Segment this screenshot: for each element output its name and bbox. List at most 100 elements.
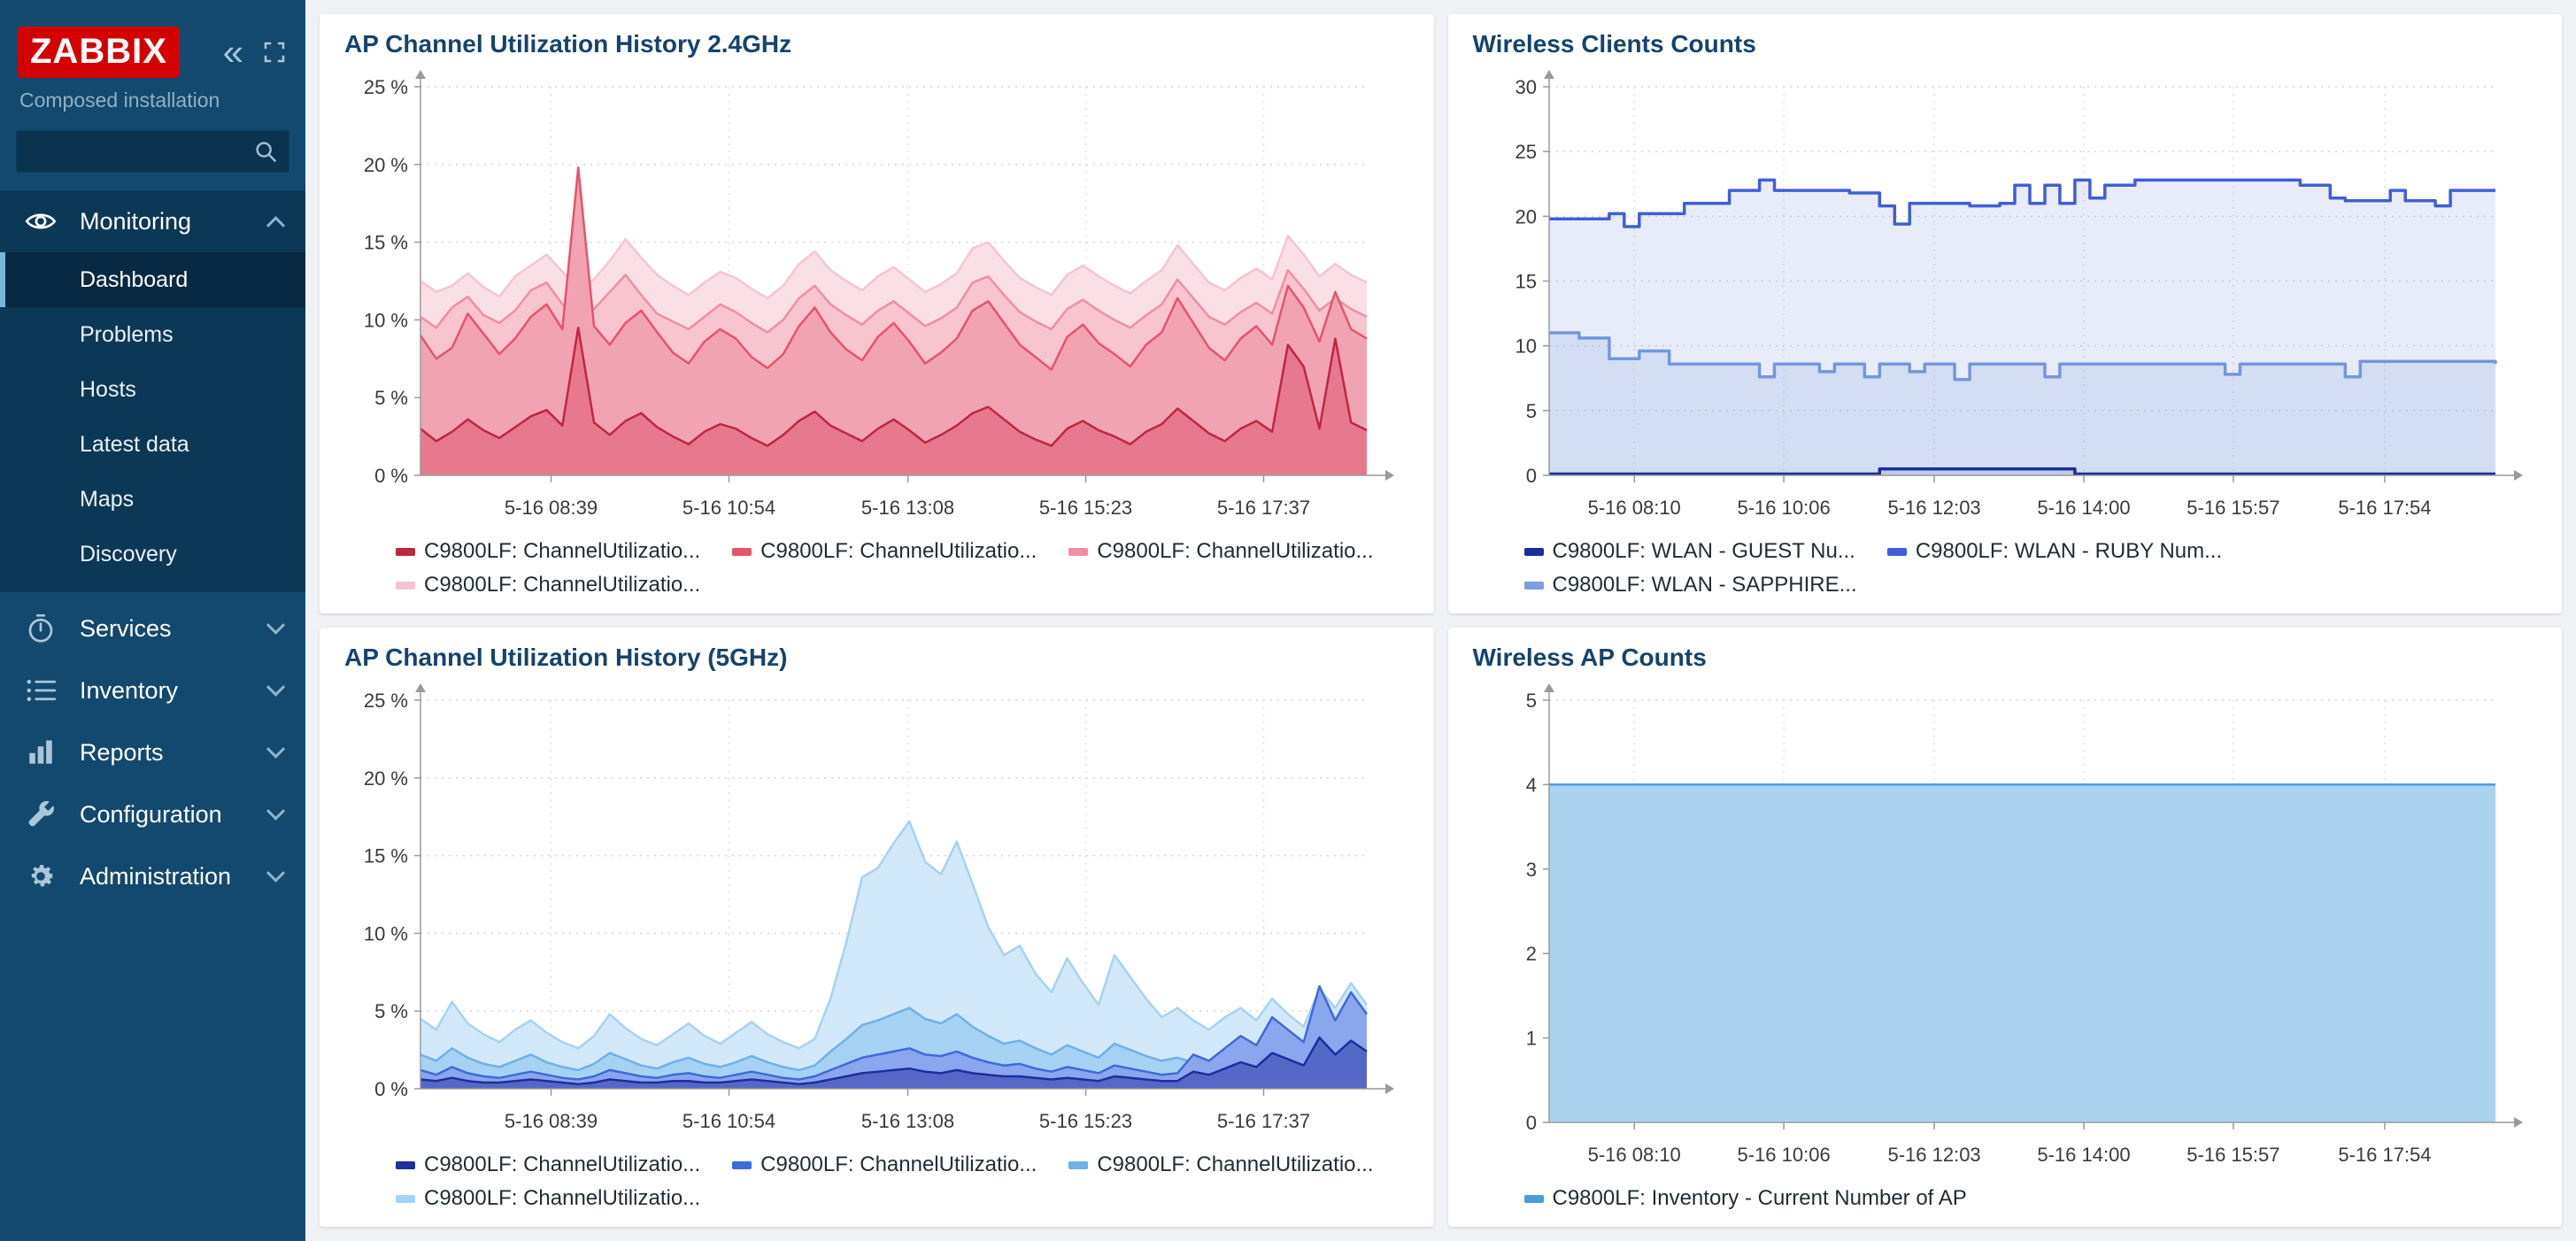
svg-text:4: 4 [1525, 774, 1536, 796]
legend-label: C9800LF: ChannelUtilizatio... [760, 539, 1037, 563]
sidebar-item-configuration[interactable]: Configuration [0, 783, 305, 845]
svg-text:10: 10 [1515, 335, 1536, 358]
legend-swatch [1523, 581, 1544, 590]
legend-item: C9800LF: ChannelUtilizatio... [396, 1152, 700, 1177]
chevron-up-icon [266, 215, 286, 235]
search-input[interactable] [16, 130, 289, 173]
svg-text:5-16 17:37: 5-16 17:37 [1217, 497, 1310, 519]
svg-text:25: 25 [1515, 141, 1536, 163]
legend-label: C9800LF: ChannelUtilizatio... [424, 539, 701, 563]
sidebar-item-administration[interactable]: Administration [0, 845, 305, 907]
sidebar: ZABBIX « Composed installation Monitorin… [0, 0, 305, 1241]
graph-canvas[interactable]: 0 % 5 % 10 % 15 % 20 % 25 % 5-16 08:39 5-16 10:… [344, 62, 1409, 534]
legend-item: C9800LF: ChannelUtilizatio... [732, 539, 1037, 564]
legend-label: C9800LF: ChannelUtilizatio... [424, 1152, 701, 1176]
sidebar-item-label: Services [80, 614, 172, 642]
widget-wireless-ap-counts: Wireless AP Counts 0 1 2 3 4 5 5-16 08:10 5-16 1… [1447, 628, 2562, 1227]
chart-legend: C9800LF: ChannelUtilizatio... C9800LF: Ch… [344, 1147, 1409, 1213]
legend-item: C9800LF: ChannelUtilizatio... [396, 1186, 700, 1211]
sidebar-item-discovery[interactable]: Discovery [0, 527, 305, 582]
sidebar-item-dashboard[interactable]: Dashboard [0, 252, 305, 307]
sidebar-item-label: Inventory [80, 676, 179, 704]
svg-text:5-16 10:06: 5-16 10:06 [1737, 1144, 1830, 1166]
svg-text:10 %: 10 % [364, 309, 408, 331]
legend-swatch [396, 1160, 415, 1169]
svg-text:10 %: 10 % [364, 922, 408, 944]
legend-swatch [396, 581, 415, 590]
sidebar-item-label: Monitoring [80, 207, 192, 235]
svg-text:5-16 17:54: 5-16 17:54 [2338, 1144, 2431, 1166]
zabbix-logo[interactable]: ZABBIX [18, 27, 180, 78]
chart-legend: C9800LF: Inventory - Current Number of A… [1473, 1181, 2538, 1213]
sidebar-subitem-label: Dashboard [80, 266, 189, 292]
legend-label: C9800LF: ChannelUtilizatio... [1097, 539, 1374, 563]
svg-text:5-16 08:10: 5-16 08:10 [1587, 497, 1680, 519]
legend-swatch [396, 547, 415, 556]
sidebar-item-problems[interactable]: Problems [0, 307, 305, 362]
legend-label: C9800LF: WLAN - SAPPHIRE... [1552, 573, 1857, 597]
svg-text:15 %: 15 % [364, 232, 408, 254]
sidebar-item-latest-data[interactable]: Latest data [0, 417, 305, 472]
fullscreen-icon[interactable] [261, 39, 288, 66]
legend-swatch [1523, 547, 1544, 556]
sidebar-item-services[interactable]: Services [0, 597, 305, 659]
sidebar-controls: « [222, 31, 288, 73]
legend-label: C9800LF: ChannelUtilizatio... [424, 573, 701, 597]
sidebar-item-reports[interactable]: Reports [0, 721, 305, 783]
chevron-down-icon [266, 739, 286, 759]
search-icon[interactable] [252, 138, 279, 165]
svg-text:15: 15 [1515, 271, 1536, 293]
legend-item: C9800LF: ChannelUtilizatio... [396, 573, 700, 597]
administration-icon [25, 860, 57, 892]
services-icon [25, 613, 57, 644]
inventory-icon [25, 674, 57, 706]
svg-text:0 %: 0 % [374, 1078, 408, 1100]
legend-item: C9800LF: WLAN - SAPPHIRE... [1523, 573, 1857, 597]
graph-canvas[interactable]: 0 % 5 % 10 % 15 % 20 % 25 % 5-16 08:39 5-16 10:… [344, 675, 1409, 1147]
widget-title: Wireless AP Counts [1472, 644, 1707, 671]
chart-legend: C9800LF: WLAN - GUEST Nu... C9800LF: WLAN… [1473, 534, 2538, 599]
svg-text:30: 30 [1515, 76, 1536, 98]
legend-item: C9800LF: ChannelUtilizatio... [1068, 539, 1374, 564]
legend-swatch [1886, 547, 1907, 556]
widget-title: AP Channel Utilization History 2.4GHz [344, 30, 792, 58]
sidebar-item-hosts[interactable]: Hosts [0, 362, 305, 417]
sidebar-item-monitoring[interactable]: Monitoring [0, 190, 305, 252]
chart-legend: C9800LF: ChannelUtilizatio... C9800LF: Ch… [344, 534, 1409, 599]
svg-text:25 %: 25 % [364, 690, 408, 712]
sidebar-subitem-label: Hosts [80, 376, 136, 402]
installation-name: Composed installation [19, 89, 220, 112]
legend-item: C9800LF: ChannelUtilizatio... [1068, 1152, 1374, 1177]
svg-text:5-16 17:54: 5-16 17:54 [2338, 497, 2431, 519]
legend-item: C9800LF: ChannelUtilizatio... [732, 1152, 1037, 1177]
dashboard-grid: AP Channel Utilization History 2.4GHz 0 %… [305, 0, 2576, 1241]
svg-text:20 %: 20 % [364, 767, 408, 790]
svg-text:25 %: 25 % [364, 76, 408, 98]
chevron-down-icon [266, 863, 286, 883]
graph-canvas[interactable]: 0 5 10 15 20 25 30 5-16 08:10 5-16 10:06 5-16 12:… [1473, 62, 2538, 534]
sidebar-item-maps[interactable]: Maps [0, 472, 305, 527]
legend-item: C9800LF: Inventory - Current Number of A… [1523, 1186, 1967, 1211]
legend-swatch [1523, 1194, 1544, 1203]
svg-text:0 %: 0 % [374, 465, 408, 487]
legend-swatch [1068, 547, 1089, 556]
legend-label: C9800LF: ChannelUtilizatio... [1097, 1152, 1374, 1176]
collapse-sidebar-icon[interactable]: « [222, 31, 243, 73]
main-menu: Monitoring Dashboard Problems Hosts Latest d… [0, 190, 305, 907]
sidebar-subitem-label: Problems [80, 321, 174, 347]
svg-text:2: 2 [1525, 943, 1536, 965]
sidebar-item-label: Configuration [80, 800, 222, 828]
sidebar-item-inventory[interactable]: Inventory [0, 659, 305, 721]
legend-item: C9800LF: WLAN - RUBY Num... [1886, 539, 2222, 564]
sidebar-subitem-label: Discovery [80, 541, 177, 567]
chevron-down-icon [266, 801, 286, 821]
svg-text:5-16 14:00: 5-16 14:00 [2037, 1144, 2130, 1166]
legend-item: C9800LF: WLAN - GUEST Nu... [1523, 539, 1855, 564]
legend-item: C9800LF: ChannelUtilizatio... [396, 539, 700, 564]
sidebar-item-label: Reports [80, 738, 164, 766]
graph-canvas[interactable]: 0 1 2 3 4 5 5-16 08:10 5-16 10:06 5-16 12:03 5-16… [1473, 675, 2538, 1181]
svg-text:5-16 15:23: 5-16 15:23 [1039, 1110, 1132, 1132]
legend-swatch [732, 1160, 752, 1169]
legend-label: C9800LF: WLAN - GUEST Nu... [1552, 539, 1855, 563]
svg-text:5-16 15:57: 5-16 15:57 [2187, 1144, 2279, 1166]
